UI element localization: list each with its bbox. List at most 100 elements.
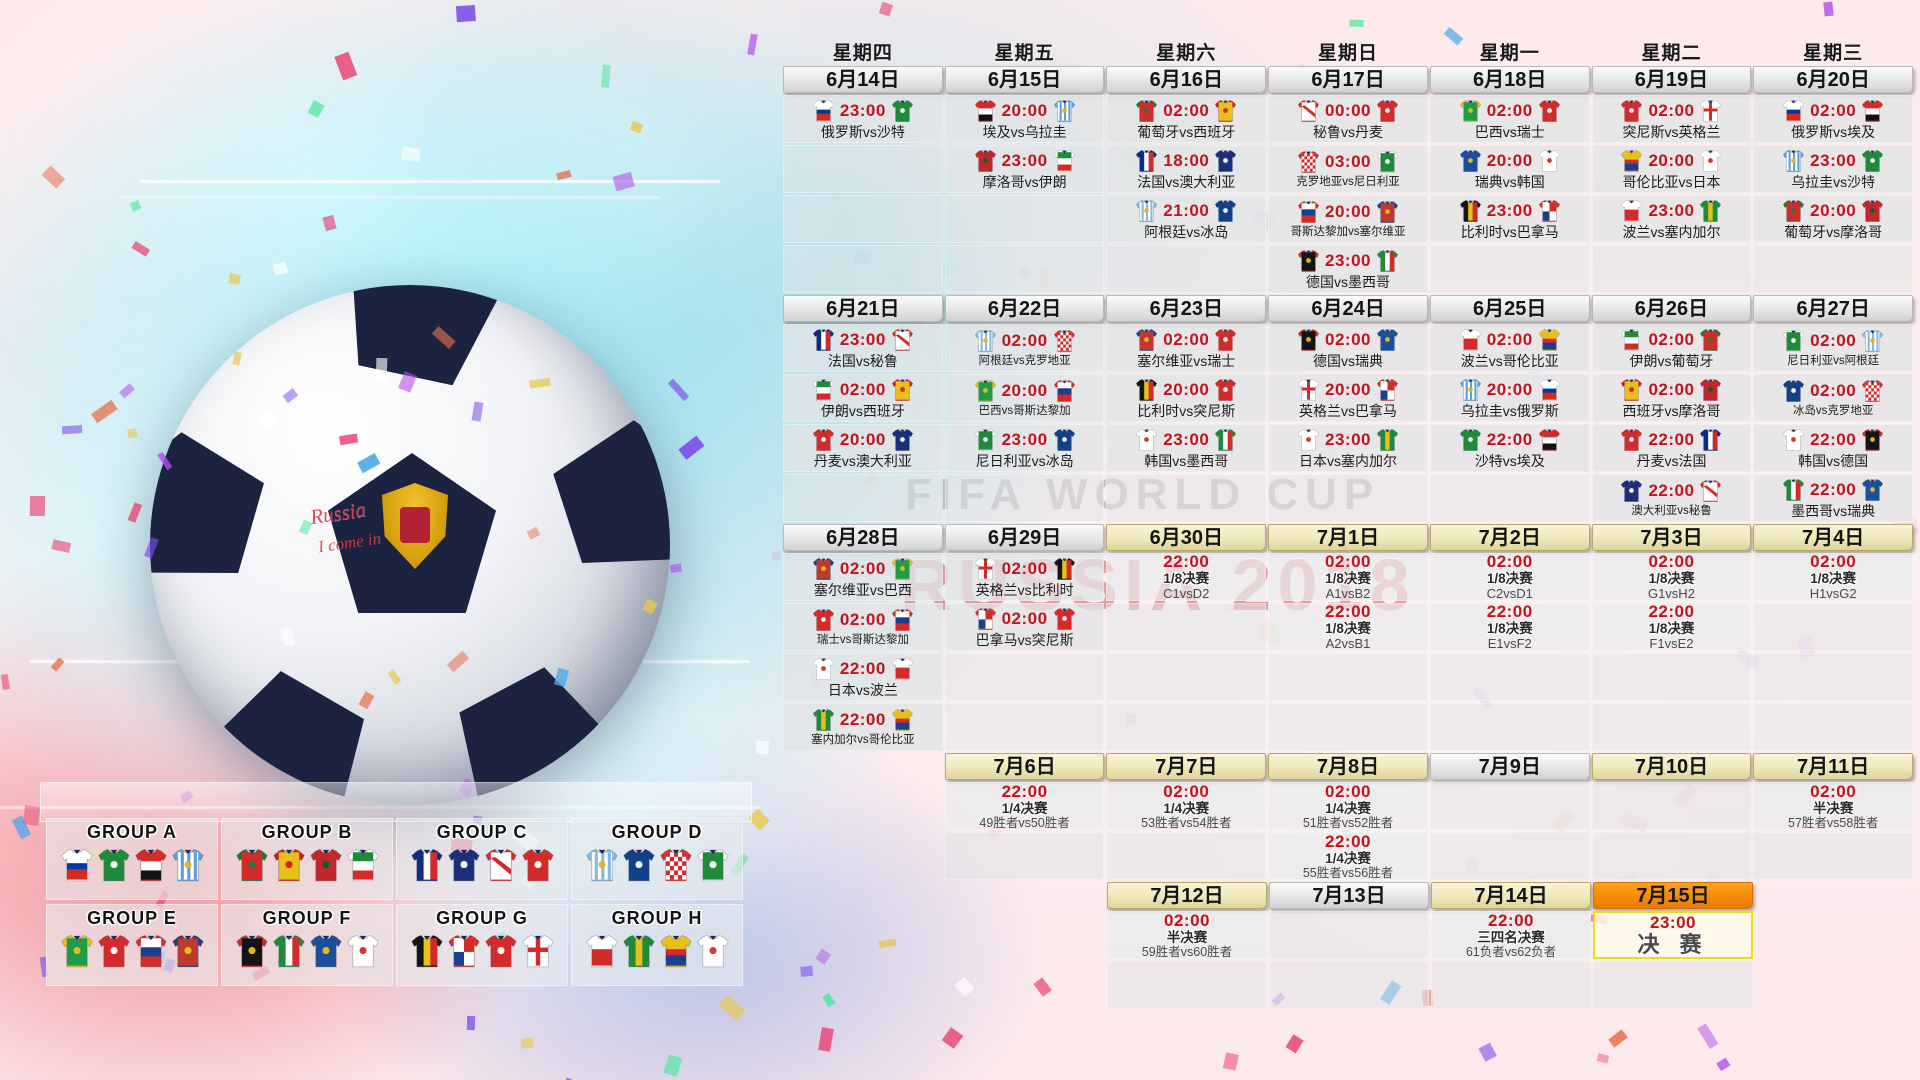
group-match-cell[interactable]: 23:00 摩洛哥vs伊朗 (944, 145, 1105, 193)
group-match-cell[interactable]: 20:00 丹麦vs澳大利亚 (783, 424, 943, 472)
date-header[interactable]: 7月6日 (944, 753, 1105, 780)
group-match-cell[interactable]: 03:00 克罗地亚vs尼日利亚 (1268, 145, 1428, 193)
group-match-cell[interactable]: 02:00 西班牙vs摩洛哥 (1591, 374, 1752, 422)
group-match-cell[interactable]: 23:00 尼日利亚vs冰岛 (944, 424, 1105, 472)
date-header[interactable]: 7月1日 (1268, 524, 1428, 551)
knockout-match-cell[interactable]: 22:00 1/8决赛 F1vsE2 (1591, 602, 1752, 651)
group-box[interactable]: GROUP F (221, 904, 393, 986)
date-header[interactable]: 6月26日 (1591, 295, 1752, 322)
group-match-cell[interactable]: 23:00 波兰vs塞内加尔 (1591, 195, 1752, 243)
group-box[interactable]: GROUP B (221, 818, 393, 900)
knockout-match-cell[interactable]: 22:00 1/8决赛 A2vsB1 (1268, 602, 1428, 651)
group-match-cell[interactable]: 23:00 德国vs墨西哥 (1268, 245, 1428, 293)
group-match-cell[interactable]: 02:00 尼日利亚vs阿根廷 (1753, 324, 1914, 372)
date-header[interactable]: 7月2日 (1429, 524, 1590, 551)
date-header[interactable]: 6月17日 (1268, 66, 1428, 93)
date-header[interactable]: 7月13日 (1269, 882, 1429, 909)
date-header[interactable]: 6月29日 (944, 524, 1105, 551)
group-match-cell[interactable]: 20:00 埃及vs乌拉圭 (944, 95, 1105, 143)
group-box[interactable]: GROUP G (396, 904, 568, 986)
group-match-cell[interactable]: 02:00 塞尔维亚vs瑞士 (1106, 324, 1267, 372)
group-match-cell[interactable]: 20:00 英格兰vs巴拿马 (1268, 374, 1428, 422)
date-header[interactable]: 6月14日 (783, 66, 943, 93)
date-header[interactable]: 6月21日 (783, 295, 943, 322)
date-header[interactable]: 7月3日 (1591, 524, 1752, 551)
group-match-cell[interactable]: 23:00 韩国vs墨西哥 (1106, 424, 1267, 472)
group-match-cell[interactable]: 02:00 瑞士vs哥斯达黎加 (783, 603, 943, 651)
group-match-cell[interactable]: 21:00 阿根廷vs冰岛 (1106, 195, 1267, 243)
group-match-cell[interactable]: 20:00 巴西vs哥斯达黎加 (944, 374, 1105, 422)
date-header[interactable]: 6月18日 (1429, 66, 1590, 93)
date-header[interactable]: 6月24日 (1268, 295, 1428, 322)
date-header[interactable]: 7月12日 (1107, 882, 1267, 909)
group-match-cell[interactable]: 20:00 哥斯达黎加vs塞尔维亚 (1268, 195, 1428, 243)
group-match-cell[interactable]: 20:00 乌拉圭vs俄罗斯 (1429, 374, 1590, 422)
group-match-cell[interactable]: 02:00 突尼斯vs英格兰 (1591, 95, 1752, 143)
group-match-cell[interactable]: 02:00 英格兰vs比利时 (944, 553, 1105, 601)
group-match-cell[interactable]: 22:00 韩国vs德国 (1753, 424, 1914, 472)
knockout-match-cell[interactable]: 02:00 1/8决赛 H1vsG2 (1753, 552, 1914, 601)
date-header[interactable]: 6月16日 (1106, 66, 1267, 93)
date-header[interactable]: 6月28日 (783, 524, 943, 551)
group-match-cell[interactable]: 22:00 澳大利亚vs秘鲁 (1591, 474, 1752, 522)
group-match-cell[interactable]: 18:00 法国vs澳大利亚 (1106, 145, 1267, 193)
knockout-match-cell[interactable]: 02:00 1/4决赛 51胜者vs52胜者 (1268, 782, 1428, 830)
date-header[interactable]: 6月27日 (1753, 295, 1914, 322)
date-header[interactable]: 6月30日 (1106, 524, 1267, 551)
group-match-cell[interactable]: 02:00 巴拿马vs突尼斯 (944, 603, 1105, 651)
group-match-cell[interactable]: 00:00 秘鲁vs丹麦 (1268, 95, 1428, 143)
group-box[interactable]: GROUP E (46, 904, 218, 986)
group-box[interactable]: GROUP H (571, 904, 743, 986)
knockout-match-cell[interactable]: 02:00 半决赛 59胜者vs60胜者 (1107, 911, 1267, 959)
group-match-cell[interactable]: 02:00 巴西vs瑞士 (1429, 95, 1590, 143)
group-match-cell[interactable]: 20:00 瑞典vs韩国 (1429, 145, 1590, 193)
knockout-match-cell[interactable]: 02:00 1/8决赛 G1vsH2 (1591, 552, 1752, 601)
group-match-cell[interactable]: 23:00 比利时vs巴拿马 (1429, 195, 1590, 243)
knockout-match-cell[interactable]: 22:00 三四名决赛 61负者vs62负者 (1431, 911, 1591, 959)
knockout-match-cell[interactable]: 02:00 1/8决赛 A1vsB2 (1268, 552, 1428, 601)
knockout-match-cell[interactable]: 02:00 1/8决赛 C2vsD1 (1429, 552, 1590, 601)
group-match-cell[interactable]: 02:00 德国vs瑞典 (1268, 324, 1428, 372)
group-match-cell[interactable]: 23:00 法国vs秘鲁 (783, 324, 943, 372)
group-match-cell[interactable]: 02:00 阿根廷vs克罗地亚 (944, 324, 1105, 372)
date-header[interactable]: 7月15日 (1593, 882, 1753, 909)
group-match-cell[interactable]: 02:00 葡萄牙vs西班牙 (1106, 95, 1267, 143)
group-box[interactable]: GROUP C (396, 818, 568, 900)
date-header[interactable]: 7月7日 (1106, 753, 1267, 780)
group-match-cell[interactable]: 22:00 丹麦vs法国 (1591, 424, 1752, 472)
group-match-cell[interactable]: 23:00 日本vs塞内加尔 (1268, 424, 1428, 472)
group-match-cell[interactable]: 23:00 俄罗斯vs沙特 (783, 95, 943, 143)
knockout-match-cell[interactable]: 22:00 1/4决赛 49胜者vs50胜者 (944, 782, 1105, 830)
knockout-match-cell[interactable]: 02:00 1/4决赛 53胜者vs54胜者 (1106, 782, 1267, 830)
date-header[interactable]: 7月8日 (1268, 753, 1428, 780)
date-header[interactable]: 7月10日 (1591, 753, 1752, 780)
group-box[interactable]: GROUP D (571, 818, 743, 900)
date-header[interactable]: 6月20日 (1753, 66, 1914, 93)
group-match-cell[interactable]: 02:00 俄罗斯vs埃及 (1753, 95, 1914, 143)
date-header[interactable]: 7月14日 (1431, 882, 1591, 909)
group-match-cell[interactable]: 02:00 塞尔维亚vs巴西 (783, 553, 943, 601)
date-header[interactable]: 7月9日 (1429, 753, 1590, 780)
date-header[interactable]: 7月11日 (1753, 753, 1914, 780)
group-box[interactable]: GROUP A (46, 818, 218, 900)
group-match-cell[interactable]: 02:00 伊朗vs葡萄牙 (1591, 324, 1752, 372)
date-header[interactable]: 6月23日 (1106, 295, 1267, 322)
group-match-cell[interactable]: 23:00 乌拉圭vs沙特 (1753, 145, 1914, 193)
group-match-cell[interactable]: 20:00 比利时vs突尼斯 (1106, 374, 1267, 422)
final-match-cell[interactable]: 23:00 决 赛 (1593, 911, 1753, 959)
date-header[interactable]: 7月4日 (1753, 524, 1914, 551)
knockout-match-cell[interactable]: 02:00 半决赛 57胜者vs58胜者 (1753, 782, 1914, 830)
group-match-cell[interactable]: 02:00 伊朗vs西班牙 (783, 374, 943, 422)
group-match-cell[interactable]: 22:00 墨西哥vs瑞典 (1753, 474, 1914, 522)
group-match-cell[interactable]: 22:00 塞内加尔vs哥伦比亚 (783, 703, 943, 751)
group-match-cell[interactable]: 20:00 哥伦比亚vs日本 (1591, 145, 1752, 193)
group-match-cell[interactable]: 20:00 葡萄牙vs摩洛哥 (1753, 195, 1914, 243)
date-header[interactable]: 6月15日 (944, 66, 1105, 93)
knockout-match-cell[interactable]: 22:00 1/8决赛 C1vsD2 (1106, 552, 1267, 601)
group-match-cell[interactable]: 22:00 沙特vs埃及 (1429, 424, 1590, 472)
date-header[interactable]: 6月19日 (1591, 66, 1752, 93)
date-header[interactable]: 6月25日 (1429, 295, 1590, 322)
group-match-cell[interactable]: 02:00 冰岛vs克罗地亚 (1753, 374, 1914, 422)
knockout-match-cell[interactable]: 22:00 1/8决赛 E1vsF2 (1429, 602, 1590, 651)
group-match-cell[interactable]: 02:00 波兰vs哥伦比亚 (1429, 324, 1590, 372)
